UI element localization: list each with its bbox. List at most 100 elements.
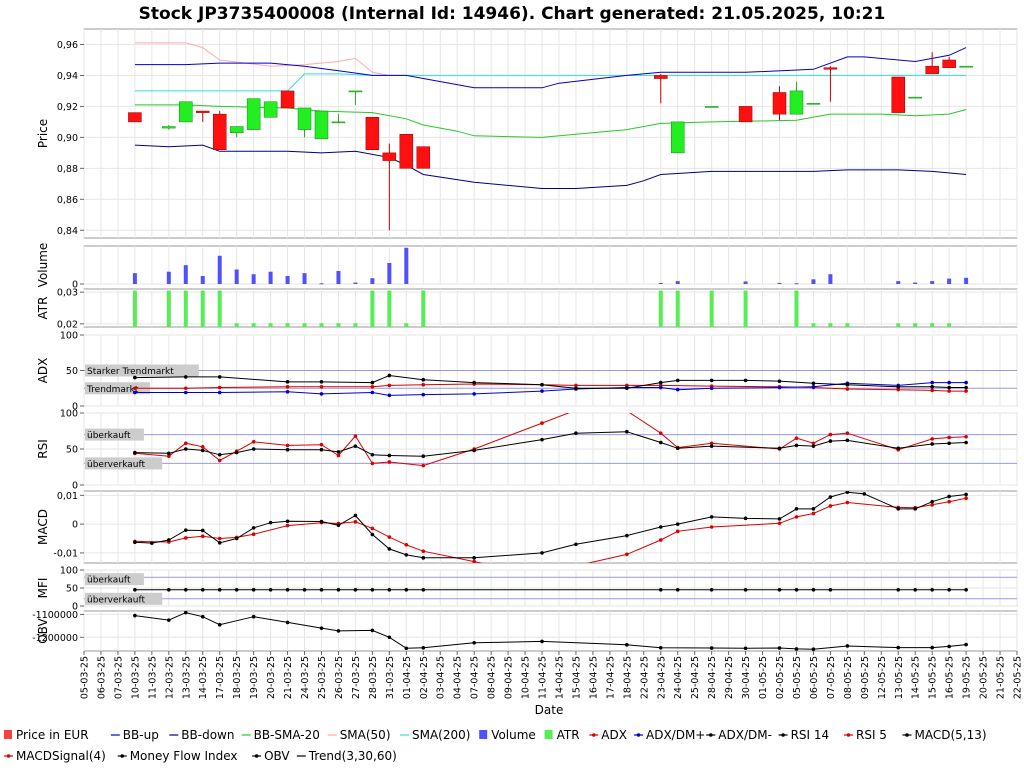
rsi5-line-point [658,431,663,435]
obv-line-point [709,646,714,650]
x-axis-title: Date [535,703,564,717]
atr-plot-area [83,288,1018,328]
volume-bar [166,271,171,284]
legend-label: RSI 5 [856,728,887,742]
rsi5-line-point [353,434,358,438]
candle-body [382,152,397,161]
legend-label: ATR [557,728,580,742]
legend-swatch [479,730,488,739]
volume-bar [811,279,816,284]
price-plot-area [83,28,1018,239]
legend-label: MACD(5,13) [915,728,987,742]
volume-bar [404,247,409,284]
volume-ytick-label: 0 [72,280,78,291]
adx-dm-plus-line-point [930,380,934,385]
macd-signal-line-point [421,549,426,553]
macd-line-point [133,540,137,545]
date-tick-label: 25-03-25 [317,656,328,699]
macd-signal-line-point [709,525,714,529]
date-tick-label: 12-03-25 [164,656,175,699]
volume-ylabel: Volume [36,243,50,288]
date-tick-label: 06-03-25 [96,656,107,699]
atr-bar [811,323,816,327]
atr-bar [251,323,256,327]
date-tick-label: 07-05-25 [826,656,837,699]
adx-strong-label-bg [85,364,199,377]
legend-label: Price in EUR [16,728,89,742]
adx-line-point [421,382,426,387]
mfi-line-point [675,588,680,592]
rsi5-line-point [183,441,188,446]
volume-bar [268,271,273,284]
adx-dm-minus-line-point [675,378,680,383]
bb-up-line [134,47,967,89]
date-tick-label: 01-05-25 [758,656,769,699]
legend-swatch-dot [254,754,259,758]
macd-signal-line-point [353,520,358,524]
indicator-panels: 0,96 0,94 0,92 0,90 0,88 0,86 0,84 Price 0 Volume… [32,28,1018,652]
atr-bar [947,323,952,327]
obv-ytick-label: -1100000 [32,610,78,621]
rsi5-line-point [540,421,544,425]
rsi5-line-point [964,434,968,439]
rsi5-line-point [336,453,341,458]
adx-line-point [370,385,375,389]
date-tick-label: 27-03-25 [351,656,362,699]
adx-dm-minus-line-point [930,385,934,389]
mfi-line-point [251,588,256,592]
adx-dm-minus-line-point [319,380,324,384]
rsi14-line-point [896,446,901,451]
price-ylabel: Price [36,119,50,148]
adx-line-point [133,386,137,391]
obv-line-point [540,639,544,644]
legend-label: SMA(50) [340,728,391,742]
rsi5-line-point [319,442,324,447]
macd-signal-line-point [387,535,392,539]
date-tick-label: 21-05-25 [996,656,1007,699]
adx-dm-plus-line-point [421,392,426,397]
macd-line-point [675,522,680,526]
atr-bar [336,323,341,327]
volume-bar [387,263,392,284]
date-tick-label: 28-04-25 [707,656,718,699]
mfi-line-point [896,588,901,592]
macd-signal-line-point [370,526,375,531]
adx-ytick-label: 100 [60,331,78,342]
macd-line-point [811,507,816,511]
date-tick-label: 02-04-25 [419,656,430,699]
macd-lines [133,491,968,563]
mfi-line-point [811,588,816,592]
adx-ytick-label: 0 [72,402,78,413]
date-tick-label: 19-05-25 [962,656,973,699]
rsi-ytick-label: 50 [66,445,78,456]
mfi-line-point [777,588,782,592]
volume-bar [336,270,341,284]
atr-bar [794,290,799,327]
rsi5-line-point [947,435,951,440]
volume-bar [251,274,256,284]
adx-dm-minus-line-point [947,385,951,390]
obv-line-point [896,645,901,650]
rsi14-line-point [167,451,171,456]
volume-bar [234,269,239,284]
adx-dm-plus-line-point [183,390,188,395]
rsi14-line-point [675,446,680,451]
adx-dm-minus-line-point [387,373,392,378]
date-tick-label: 19-03-25 [249,656,260,699]
volume-panel: 0 Volume [36,243,1018,291]
rsi-lines [133,413,968,468]
adx-dm-plus-line-point [709,386,714,391]
candle-body [959,65,973,68]
date-tick-label: 14-04-25 [554,656,565,699]
macd-ytick-label: -0,01 [53,548,78,559]
volume-bar [217,255,222,284]
date-tick-label: 14-05-25 [911,656,922,699]
mfi-line-point [743,588,748,592]
obv-line-point [285,620,290,625]
legend-label: OBV [264,749,290,763]
date-tick-label: 04-04-25 [453,656,464,699]
macd-signal-line-point [845,500,850,505]
rsi5-line-point [828,432,833,437]
legend-label: BB-down [181,728,234,742]
